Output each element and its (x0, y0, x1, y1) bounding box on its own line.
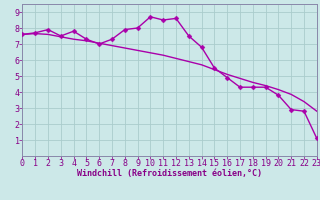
X-axis label: Windchill (Refroidissement éolien,°C): Windchill (Refroidissement éolien,°C) (77, 169, 262, 178)
